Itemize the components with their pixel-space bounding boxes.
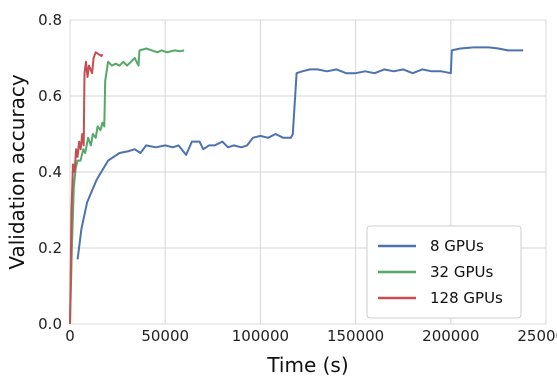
- y-axis-label: Validation accuracy: [5, 74, 29, 270]
- x-tick-label: 100000: [232, 327, 289, 345]
- y-tick-label: 0.4: [38, 163, 62, 181]
- y-tick-label: 0.2: [38, 239, 62, 257]
- legend-label-8-gpus: 8 GPUs: [430, 237, 484, 255]
- y-tick-label: 0.8: [38, 11, 62, 29]
- y-tick-label: 0.0: [38, 315, 62, 333]
- series-line-32-gpus: [69, 47, 185, 325]
- x-axis-label: Time (s): [266, 353, 348, 377]
- legend-label-32-gpus: 32 GPUs: [430, 263, 494, 281]
- tick-labels: 0 50000 100000 150000 200000 250000 0.0 0.2 0.4 0…: [38, 11, 557, 345]
- series-line-128-gpus: [69, 51, 104, 325]
- x-tick-label: 50000: [141, 327, 189, 345]
- x-tick-label: 200000: [422, 327, 479, 345]
- x-tick-label: 250000: [517, 327, 557, 345]
- y-tick-label: 0.6: [38, 87, 62, 105]
- legend: 8 GPUs 32 GPUs 128 GPUs: [366, 225, 522, 319]
- series-lines: [69, 46, 524, 325]
- x-tick-label: 150000: [327, 327, 384, 345]
- legend-box: [366, 225, 522, 319]
- series-line-8-gpus: [76, 46, 524, 260]
- grid: [70, 20, 546, 324]
- legend-label-128-gpus: 128 GPUs: [430, 289, 503, 307]
- x-tick-label: 0: [65, 327, 75, 345]
